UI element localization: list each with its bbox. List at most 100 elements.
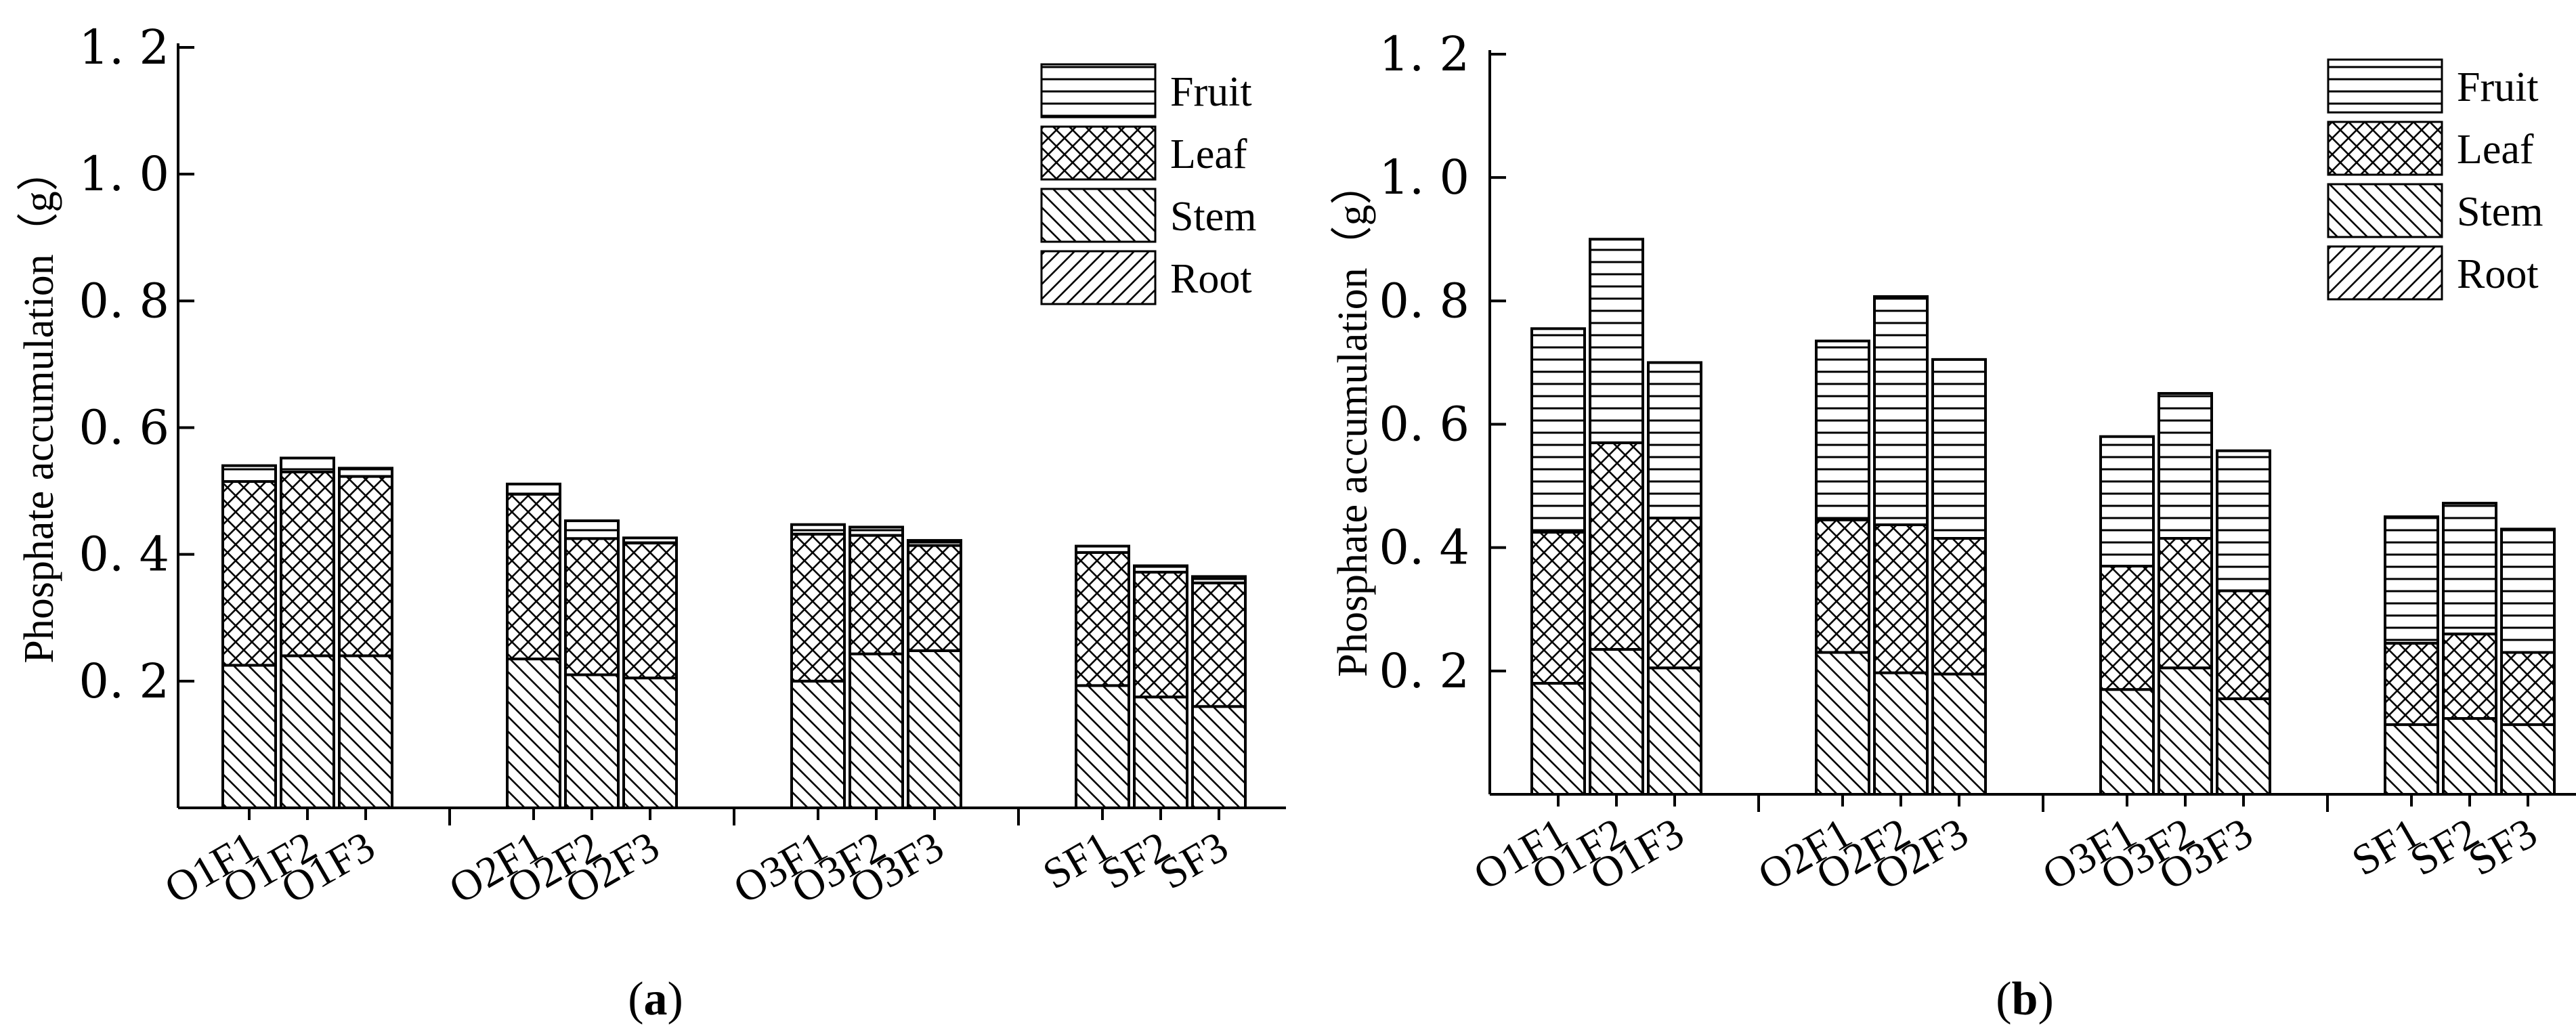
legend-label-fruit: Fruit xyxy=(2457,64,2539,110)
bar-sf2-fruit xyxy=(2442,502,2497,636)
legend-label-leaf: Leaf xyxy=(1170,131,1247,177)
bar-sf2-stem xyxy=(1133,695,1188,809)
legend-label-root: Root xyxy=(1170,256,1252,302)
bar-o2f1-stem xyxy=(1815,651,1870,796)
bar-o3f3-fruit xyxy=(907,539,962,547)
bar-sf2-stem xyxy=(2442,716,2497,796)
bar-o1f2-stem xyxy=(1589,647,1644,796)
legend-label-root: Root xyxy=(2457,251,2539,297)
bar-o2f1-fruit xyxy=(1815,339,1870,521)
bar-o1f1-fruit xyxy=(1530,327,1586,534)
y-axis-label: Phosphate accumulation（g） xyxy=(16,149,62,663)
legend-label-fruit: Fruit xyxy=(1170,69,1252,115)
bar-sf1-fruit xyxy=(2384,515,2439,645)
bar-o1f3-stem xyxy=(1647,666,1702,796)
legend-swatch-root xyxy=(2327,245,2443,301)
y-tick-label: 0. 2 xyxy=(1379,643,1469,699)
bar-o3f1-fruit xyxy=(2099,435,2155,567)
bar-o2f1-fruit xyxy=(506,482,561,496)
bar-sf1-leaf xyxy=(1075,551,1130,687)
bar-o1f3-fruit xyxy=(338,467,393,478)
y-tick-label: 0. 6 xyxy=(1379,397,1469,452)
y-tick-label: 0. 4 xyxy=(1379,520,1469,576)
bar-o2f3-fruit xyxy=(622,536,678,544)
bar-sf1-stem xyxy=(2384,723,2439,796)
bar-o3f3-leaf xyxy=(2216,589,2271,700)
bar-o1f2-fruit xyxy=(1589,238,1644,444)
bar-o2f1-leaf xyxy=(506,492,561,661)
bar-o1f3-stem xyxy=(338,654,393,810)
bar-o3f1-stem xyxy=(2099,688,2155,796)
bar-sf1-fruit xyxy=(1075,544,1130,554)
bar-o2f1-stem xyxy=(506,658,561,809)
bar-o1f1-fruit xyxy=(221,464,277,483)
bar-o1f3-fruit xyxy=(1647,361,1702,519)
caption-open: ( xyxy=(628,973,643,1025)
y-tick-label: 0. 4 xyxy=(79,527,169,582)
bar-o3f1-leaf xyxy=(2099,564,2155,691)
y-tick-label: 1. 2 xyxy=(79,20,169,75)
bar-o3f2-leaf xyxy=(2158,537,2213,670)
bar-o1f3-leaf xyxy=(1647,516,1702,670)
bar-o1f3-leaf xyxy=(338,475,393,658)
bar-o2f3-leaf xyxy=(1931,537,1987,676)
bar-o1f2-leaf xyxy=(280,471,335,658)
caption-open: ( xyxy=(1996,973,2011,1025)
legend-swatch-fruit xyxy=(2327,58,2443,114)
legend-swatch-stem xyxy=(2327,183,2443,238)
bar-o2f2-stem xyxy=(564,673,620,809)
bar-o3f2-leaf xyxy=(849,534,904,655)
panel-caption: (a) xyxy=(628,973,683,1025)
bar-sf2-leaf xyxy=(2442,632,2497,720)
caption-close: ) xyxy=(668,973,683,1025)
bar-o1f1-leaf xyxy=(221,480,277,667)
bar-sf3-stem xyxy=(2500,723,2556,796)
bar-o1f1-stem xyxy=(1530,682,1586,796)
legend-swatch-stem xyxy=(1040,188,1157,243)
panel-caption: (b) xyxy=(1996,973,2054,1025)
bar-o2f2-stem xyxy=(1873,671,1929,796)
bar-sf3-stem xyxy=(1191,705,1247,810)
bar-sf2-fruit xyxy=(1133,564,1188,574)
bar-o3f3-fruit xyxy=(2216,449,2271,593)
y-tick-label: 1. 0 xyxy=(79,146,169,202)
bar-o3f2-stem xyxy=(849,652,904,810)
bar-o2f1-leaf xyxy=(1815,518,1870,654)
bar-sf3-leaf xyxy=(1191,581,1247,708)
bar-o1f2-stem xyxy=(280,654,335,810)
caption-letter: a xyxy=(644,973,668,1025)
bar-o1f1-leaf xyxy=(1530,530,1586,685)
bar-o2f2-fruit xyxy=(564,519,620,540)
bar-o3f3-stem xyxy=(907,649,962,809)
bar-sf3-fruit xyxy=(2500,528,2556,654)
y-tick-label: 0. 8 xyxy=(1379,273,1469,328)
legend-label-leaf: Leaf xyxy=(2457,127,2534,173)
y-tick-label: 1. 0 xyxy=(1379,150,1469,205)
caption-letter: b xyxy=(2012,973,2038,1025)
bar-o3f1-stem xyxy=(790,679,846,809)
bar-o1f1-stem xyxy=(221,664,277,809)
bar-o2f2-leaf xyxy=(1873,523,1929,674)
bar-sf3-fruit xyxy=(1191,575,1247,584)
bar-o2f3-leaf xyxy=(622,541,678,680)
chart-panel-a: 0. 2 0. 4 0. 6 0. 8 1. 0 1. 2 Phosphate accumu… xyxy=(16,20,1286,1025)
legend-label-stem: Stem xyxy=(2457,189,2543,235)
y-tick-label: 0. 8 xyxy=(79,273,169,328)
bar-sf1-stem xyxy=(1075,684,1130,809)
bar-o2f2-fruit xyxy=(1873,295,1929,526)
bar-o3f3-stem xyxy=(2216,697,2271,796)
legend-swatch-root xyxy=(1040,250,1157,305)
bar-sf1-leaf xyxy=(2384,641,2439,727)
bar-sf2-leaf xyxy=(1133,570,1188,699)
x-tick-label: SF3 xyxy=(2460,809,2545,885)
bar-o3f1-fruit xyxy=(790,523,846,536)
bar-o2f2-leaf xyxy=(564,537,620,676)
y-tick-label: 0. 6 xyxy=(79,400,169,456)
bar-o3f2-fruit xyxy=(849,525,904,537)
y-tick-label: 1. 2 xyxy=(1379,26,1469,82)
x-tick-label: SF3 xyxy=(1151,822,1236,899)
bar-o2f3-stem xyxy=(1931,672,1987,796)
bar-o1f2-fruit xyxy=(280,456,335,474)
legend-swatch-leaf xyxy=(2327,121,2443,176)
legend-swatch-leaf xyxy=(1040,125,1157,181)
